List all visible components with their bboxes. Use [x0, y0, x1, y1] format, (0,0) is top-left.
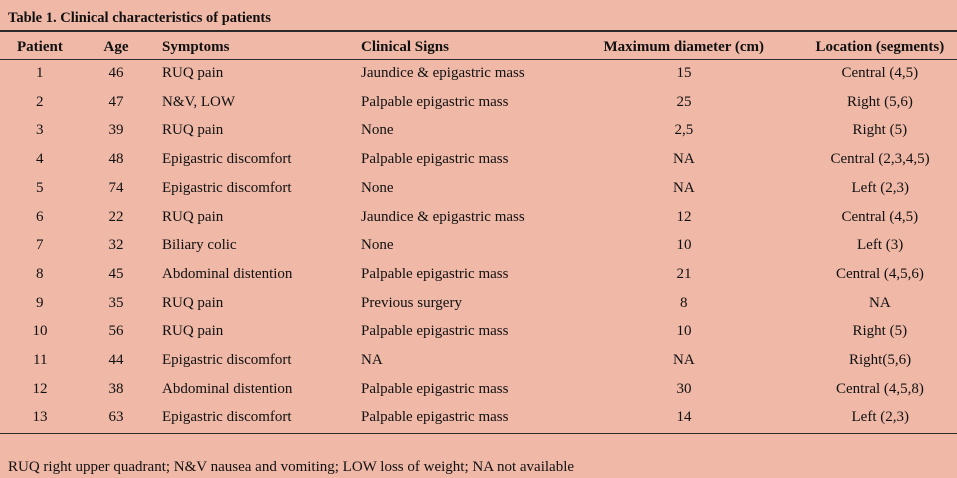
table-cell: NA	[673, 151, 695, 168]
table-cell: 22	[108, 208, 124, 225]
table-cell: Jaundice & epigastric mass	[361, 208, 525, 225]
table-cell: Jaundice & epigastric mass	[361, 65, 525, 81]
table-cell: Central (4,5)	[841, 65, 919, 81]
table-cell: Palpable epigastric mass	[361, 265, 509, 282]
bottom-rule	[0, 433, 957, 434]
table-cell: None	[361, 122, 394, 139]
table-cell: 13	[32, 409, 48, 426]
table-cell: Central (4,5,8)	[836, 380, 924, 397]
table-cell: RUQ pain	[162, 294, 224, 311]
footnote: RUQ right upper quadrant; N&V nausea and…	[8, 459, 575, 475]
table-cell: 3	[36, 122, 44, 139]
table-cell: 25	[676, 93, 692, 110]
table-cell: Palpable epigastric mass	[361, 151, 509, 168]
table-cell: 7	[36, 237, 44, 254]
header-rule	[0, 59, 957, 60]
table-cell: 11	[33, 352, 48, 368]
title-rule	[0, 30, 957, 32]
table-cell: RUQ pain	[162, 65, 224, 81]
table-cell: Right(5,6)	[849, 352, 912, 368]
table-cell: RUQ pain	[162, 323, 224, 340]
table-cell: 45	[108, 265, 124, 282]
table-cell: Right (5,6)	[847, 93, 913, 110]
table-cell: 4	[36, 151, 44, 168]
column-header: Maximum diameter (cm)	[603, 39, 765, 55]
table-cell: 46	[108, 65, 124, 81]
table-cell: Palpable epigastric mass	[361, 323, 509, 340]
table-cell: 12	[676, 208, 692, 225]
table-cell: Epigastric discomfort	[162, 179, 292, 196]
table-cell: Palpable epigastric mass	[361, 380, 509, 397]
table-cell: 63	[108, 409, 124, 426]
table-cell: 35	[108, 294, 124, 311]
table-cell: 10	[676, 323, 692, 340]
table-cell: NA	[673, 352, 695, 368]
table-cell: Left (2,3)	[851, 409, 909, 426]
table-cell: 39	[108, 122, 124, 139]
table-cell: 9	[36, 294, 44, 311]
table-cell: 21	[676, 265, 692, 282]
table-cell: N&V, LOW	[162, 93, 236, 110]
table-cell: 56	[108, 323, 124, 340]
table-cell: Central (4,5)	[841, 208, 919, 225]
table-cell: NA	[869, 294, 891, 311]
table-cell: RUQ pain	[162, 208, 224, 225]
column-header: Symptoms	[162, 39, 230, 55]
table-cell: None	[361, 237, 394, 254]
table-cell: 2	[36, 93, 44, 110]
table-cell: 47	[108, 93, 124, 110]
table-cell: 15	[676, 65, 692, 81]
table-cell: 14	[676, 409, 692, 426]
table-cell: Epigastric discomfort	[162, 352, 292, 368]
column-header: Clinical Signs	[361, 39, 449, 55]
column-header: Age	[103, 39, 129, 55]
table-cell: 38	[108, 380, 124, 397]
table-cell: 74	[108, 179, 124, 196]
table-cell: NA	[361, 352, 383, 368]
table-cell: Right (5)	[852, 122, 908, 139]
table-cell: Epigastric discomfort	[162, 151, 292, 168]
table-cell: Biliary colic	[162, 237, 237, 254]
table-cell: 8	[680, 294, 688, 311]
table-cell: Epigastric discomfort	[162, 409, 292, 426]
table-cell: Right (5)	[852, 323, 908, 340]
table-cell: Palpable epigastric mass	[361, 409, 509, 426]
table-cell: 1	[36, 65, 44, 81]
table-cell: Palpable epigastric mass	[361, 93, 509, 110]
table-cell: Previous surgery	[361, 294, 462, 311]
table-title: Table 1. Clinical characteristics of pat…	[8, 10, 271, 26]
table-cell: Left (2,3)	[851, 179, 909, 196]
table-cell: Central (4,5,6)	[836, 265, 924, 282]
table-cell: RUQ pain	[162, 122, 224, 139]
table-cell: 32	[108, 237, 124, 254]
table-cell: Abdominal distention	[162, 265, 293, 282]
table-cell: 30	[676, 380, 692, 397]
table-cell: 44	[108, 352, 124, 368]
table-cell: 10	[676, 237, 692, 254]
table-cell: 12	[32, 380, 48, 397]
table-cell: 10	[32, 323, 48, 340]
table-cell: Central (2,3,4,5)	[830, 151, 930, 168]
column-header: Patient	[17, 39, 63, 55]
table-cell: Abdominal distention	[162, 380, 293, 397]
table-cell: NA	[673, 179, 695, 196]
table-cell: Left (3)	[857, 237, 904, 254]
table-cell: 5	[36, 179, 44, 196]
table-cell: 8	[36, 265, 44, 282]
table-cell: 6	[36, 208, 44, 225]
table-cell: None	[361, 179, 394, 196]
table-cell: 48	[108, 151, 124, 168]
table-cell: 2,5	[674, 122, 694, 139]
column-header: Location (segments)	[815, 39, 945, 55]
